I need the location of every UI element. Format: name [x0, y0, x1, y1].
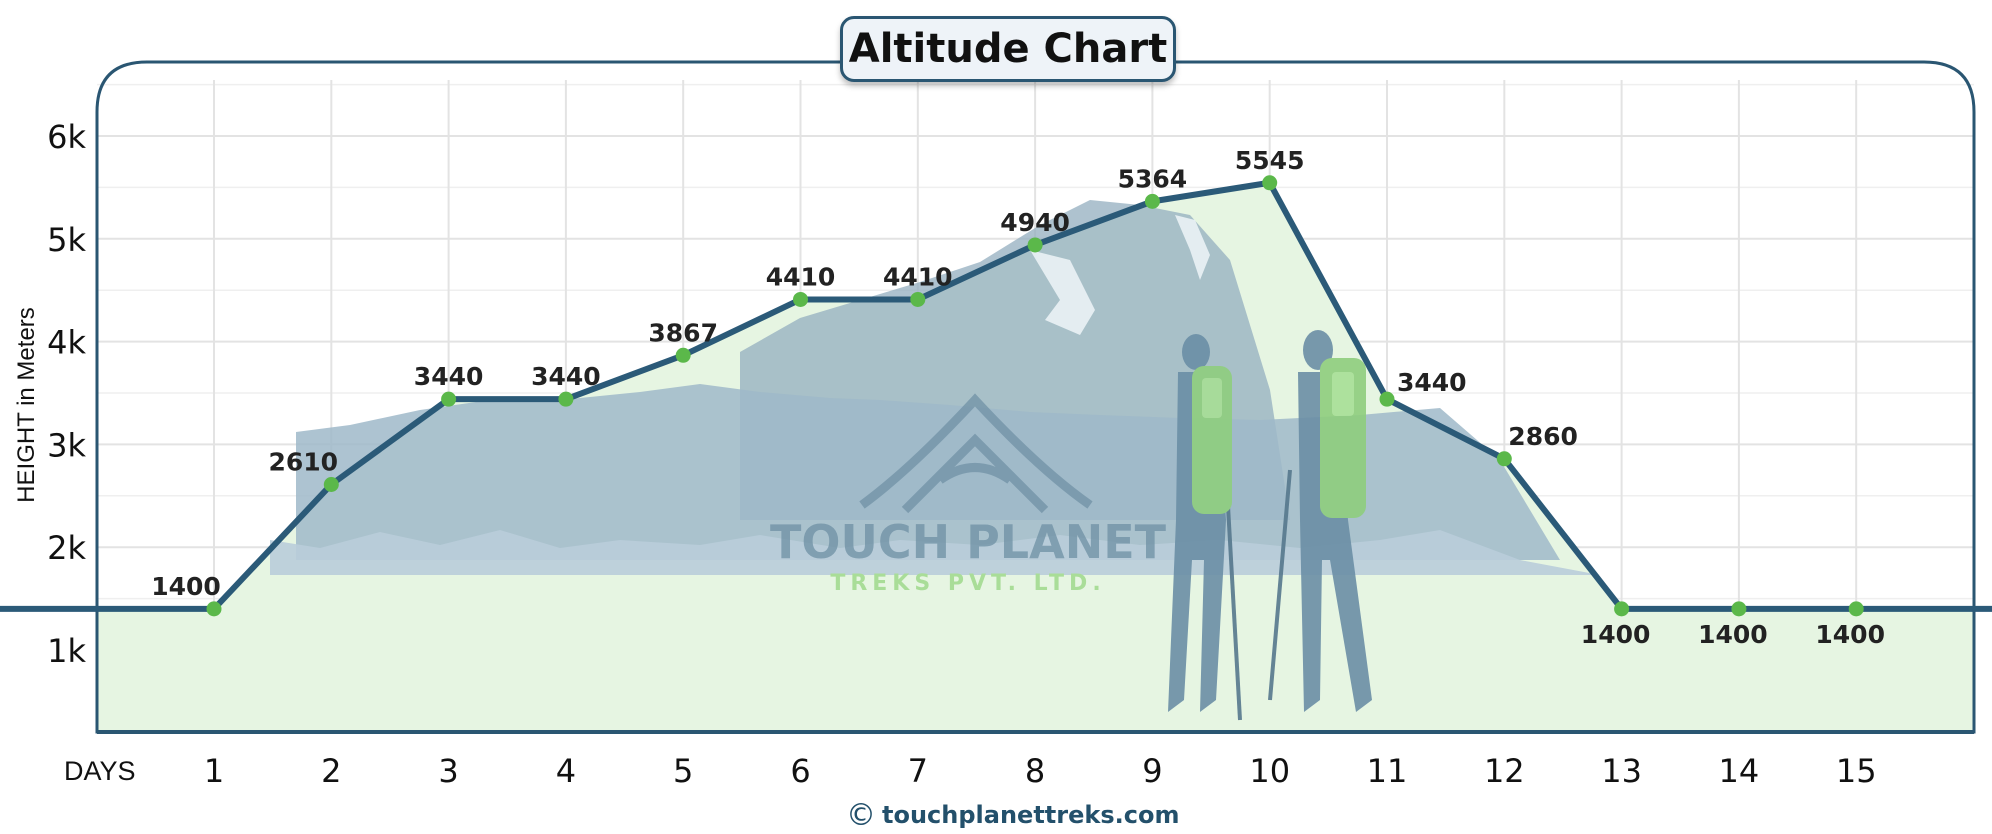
data-label: 3867: [648, 318, 718, 347]
data-label: 5545: [1235, 146, 1305, 175]
data-label: 4410: [883, 262, 953, 291]
data-point: [441, 391, 457, 407]
x-tick-label: 10: [1249, 752, 1290, 790]
x-tick-label: 4: [556, 752, 576, 790]
backpack-left-icon: [1192, 366, 1232, 514]
x-axis-ticks: 1 2 3 4 5 6 7 8 9 10 11 12 13 14 15: [204, 752, 1877, 790]
data-markers: [206, 175, 1864, 617]
data-point: [1731, 601, 1747, 617]
x-tick-label: 6: [790, 752, 810, 790]
copyright-icon: ©: [846, 797, 876, 833]
data-point: [910, 291, 926, 307]
x-tick-label: 12: [1484, 752, 1525, 790]
y-tick-label: 4k: [47, 324, 86, 362]
chart-title: Altitude Chart: [840, 16, 1176, 82]
x-tick-label: 7: [908, 752, 928, 790]
data-label: 2610: [269, 447, 339, 476]
data-label: 1400: [1581, 620, 1651, 649]
data-label: 3440: [414, 362, 484, 391]
data-point: [1614, 601, 1630, 617]
data-point: [1379, 391, 1395, 407]
y-tick-label: 3k: [47, 426, 86, 464]
x-tick-label: 3: [438, 752, 458, 790]
data-label: 3440: [531, 362, 601, 391]
y-tick-label: 6k: [47, 118, 86, 156]
brand-subtitle: TREKS PVT. LTD.: [830, 571, 1105, 596]
x-tick-label: 8: [1025, 752, 1045, 790]
data-point: [1848, 601, 1864, 617]
data-label: 4940: [1000, 208, 1070, 237]
brand-name: TOUCH PLANET: [770, 515, 1167, 569]
mountain-scenery: [270, 200, 1600, 575]
mid-mountain-range: [296, 384, 1560, 560]
y-tick-label: 5k: [47, 221, 86, 259]
snow-streaks: [1030, 215, 1210, 340]
x-tick-label: 13: [1601, 752, 1642, 790]
y-axis-ticks: 1k 2k 3k 4k 5k 6k: [47, 118, 86, 670]
website-link[interactable]: touchplanettreks.com: [882, 801, 1180, 829]
data-label: 3440: [1397, 368, 1467, 397]
data-point: [675, 347, 691, 363]
x-tick-label: 11: [1367, 752, 1408, 790]
data-point: [1496, 451, 1512, 467]
data-label: 2860: [1508, 422, 1578, 451]
footer-website: © touchplanettreks.com: [846, 797, 1180, 833]
data-labels: 1400 2610 3440 3440 3867 4410 4410 4940 5364 5545…: [151, 146, 1885, 649]
data-point: [793, 291, 808, 307]
x-tick-label: 9: [1142, 752, 1162, 790]
data-label: 1400: [1698, 620, 1768, 649]
x-tick-label: 1: [204, 752, 224, 790]
data-point: [323, 476, 339, 492]
data-point: [558, 391, 574, 407]
data-label: 4410: [766, 262, 836, 291]
x-tick-label: 14: [1719, 752, 1760, 790]
hikers-illustration: [1168, 330, 1372, 721]
brand-logo-icon: [859, 393, 1093, 514]
data-point: [206, 601, 222, 617]
x-tick-label: 15: [1836, 752, 1877, 790]
data-label: 1400: [1815, 620, 1885, 649]
y-tick-label: 2k: [47, 529, 86, 567]
near-mountain-range: [270, 530, 1600, 575]
data-label: 5364: [1118, 164, 1188, 193]
plot-frame-outline: [95, 60, 1976, 734]
y-axis-label: HEIGHT in Meters: [13, 307, 40, 503]
x-tick-label: 5: [673, 752, 693, 790]
y-tick-label: 1k: [47, 632, 86, 670]
data-label: 1400: [151, 572, 221, 601]
data-point: [1262, 175, 1278, 191]
x-tick-label: 2: [321, 752, 341, 790]
x-axis-label: DAYS: [64, 756, 136, 786]
data-point: [1144, 193, 1160, 209]
data-point: [1027, 237, 1043, 253]
backpack-right-icon: [1320, 358, 1366, 518]
brand-watermark: TOUCH PLANET TREKS PVT. LTD.: [770, 393, 1167, 596]
